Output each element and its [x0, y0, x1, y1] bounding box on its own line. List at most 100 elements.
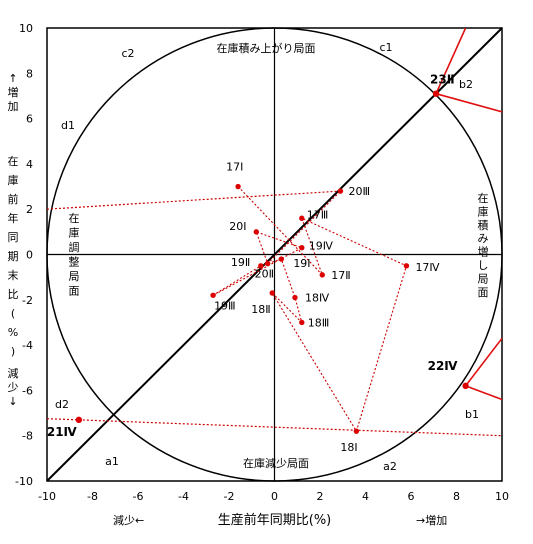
y-axis-title-char: 年	[8, 211, 19, 225]
region-label-right-char: 面	[478, 286, 489, 299]
data-point	[319, 272, 325, 278]
data-point	[337, 188, 344, 194]
data-point	[235, 183, 241, 190]
data-point	[299, 319, 305, 326]
x-right-note: →増加	[416, 514, 447, 527]
y-top-note-char: 増	[8, 86, 19, 99]
x-tick-label: -8	[87, 490, 98, 503]
point-label: 23Ⅱ	[430, 73, 455, 87]
point-label: 17Ⅲ	[307, 208, 329, 221]
region-label-left-char: 調	[69, 240, 80, 254]
data-point	[462, 382, 469, 390]
x-tick-label: -10	[38, 490, 56, 503]
sector-label-c2: c2	[121, 47, 134, 60]
y-axis-title-char: 前	[8, 192, 19, 206]
tick-labels: -10 -8 -6 -4 -2 0 2 4 6 8 10 10 8 6 4 2 0 -2 -4 -6 -8 -10	[15, 22, 509, 503]
region-label-right-char: 積	[478, 218, 489, 232]
region-label-right-char: 局	[478, 272, 489, 285]
y-axis-title-char: 末	[8, 268, 19, 282]
y-top-note: ↑増加	[8, 72, 19, 113]
chart-frame	[46, 27, 503, 482]
data-point	[253, 229, 259, 235]
y-tick-label: 6	[26, 113, 33, 126]
y-tick-label: 10	[19, 22, 33, 35]
point-label: 19Ⅰ	[293, 257, 310, 270]
y-axis-title-char: 比	[8, 288, 19, 301]
region-label-right-char: 庫	[478, 204, 489, 218]
y-tick-label: -10	[15, 475, 33, 488]
sector-label-a1: a1	[105, 455, 119, 468]
point-label: 20Ⅱ	[255, 268, 274, 281]
sector-label-b2: b2	[459, 78, 473, 91]
x-axis-title: 生産前年同期比(%)	[218, 512, 332, 528]
region-label-right-char: 増	[478, 246, 489, 259]
region-label-left-char: 在	[69, 212, 80, 225]
region-label-left-char: 面	[69, 285, 80, 298]
y-axis-title-char: (	[11, 307, 15, 320]
x-tick-label: -6	[133, 490, 144, 503]
point-label: 22Ⅳ	[428, 359, 459, 373]
point-label: 19Ⅳ	[309, 240, 334, 253]
point-label: 18Ⅲ	[308, 316, 330, 329]
sector-label-c1: c1	[379, 41, 392, 54]
data-point	[269, 290, 275, 296]
data-point	[264, 260, 271, 267]
dotted-line-20III	[47, 190, 341, 210]
trajectory-polyline	[212, 186, 408, 433]
x-tick-label: -2	[224, 490, 235, 503]
x-tick-label: 4	[362, 490, 369, 503]
x-tick-label: 8	[453, 490, 460, 503]
region-label-right-char: し	[478, 259, 489, 272]
y-tick-label: -8	[22, 430, 33, 443]
y-bottom-note: 減少↓	[8, 366, 19, 408]
y-tick-label: 4	[26, 158, 33, 171]
dotted-line-21IV	[78, 419, 502, 437]
point-label: 20Ⅲ	[348, 185, 370, 198]
y-tick-label: -4	[22, 339, 33, 352]
y-tick-label: 8	[26, 67, 33, 80]
data-point	[299, 215, 305, 221]
data-point	[403, 263, 410, 269]
x-tick-label: 6	[408, 490, 415, 503]
line-22IV-right	[465, 385, 502, 401]
x-tick-label: 10	[495, 490, 509, 503]
y-axis-title-char: 同	[8, 231, 19, 244]
sector-label-b1: b1	[465, 408, 479, 421]
point-label: 18Ⅳ	[305, 292, 330, 305]
chart-annotations: 生産前年同期比(%)減少← →増加在庫前年同期末比(%)↑増加減少↓在庫積み上がり…	[8, 41, 489, 528]
data-point	[353, 428, 360, 434]
point-label: 21Ⅳ	[47, 425, 78, 439]
region-label-top: 在庫積み上がり局面	[217, 41, 316, 55]
y-top-note-char: 加	[8, 100, 19, 113]
x-tick-label: 2	[317, 490, 324, 503]
data-point	[210, 292, 216, 298]
region-label-left-char: 庫	[69, 226, 80, 240]
region-label-bottom: 在庫減少局面	[243, 456, 309, 470]
point-label: 17Ⅱ	[331, 269, 350, 282]
line-23II-up	[435, 28, 467, 95]
y-tick-label: -6	[22, 384, 33, 397]
reference-circle	[46, 27, 503, 482]
diagonal-line	[46, 27, 503, 482]
sector-label-d2: d2	[55, 398, 69, 411]
data-point	[75, 416, 83, 424]
region-label-left-char: 局	[69, 270, 80, 283]
point-label: 17Ⅰ	[226, 161, 243, 174]
x-left-note: 減少←	[113, 513, 144, 527]
y-bottom-note-char: ↓	[8, 395, 17, 408]
sector-label-d1: d1	[61, 119, 75, 132]
y-tick-label: 0	[26, 249, 33, 262]
data-point	[278, 256, 285, 262]
point-label: 18Ⅱ	[251, 303, 270, 316]
point-label: 19Ⅱ	[231, 256, 250, 269]
point-label: 18Ⅰ	[340, 441, 357, 454]
y-tick-label: 2	[26, 203, 33, 216]
data-point	[292, 294, 298, 301]
data-points	[75, 90, 469, 434]
y-axis-title-char: %	[8, 326, 18, 339]
y-axis-title-char: 期	[8, 250, 19, 263]
